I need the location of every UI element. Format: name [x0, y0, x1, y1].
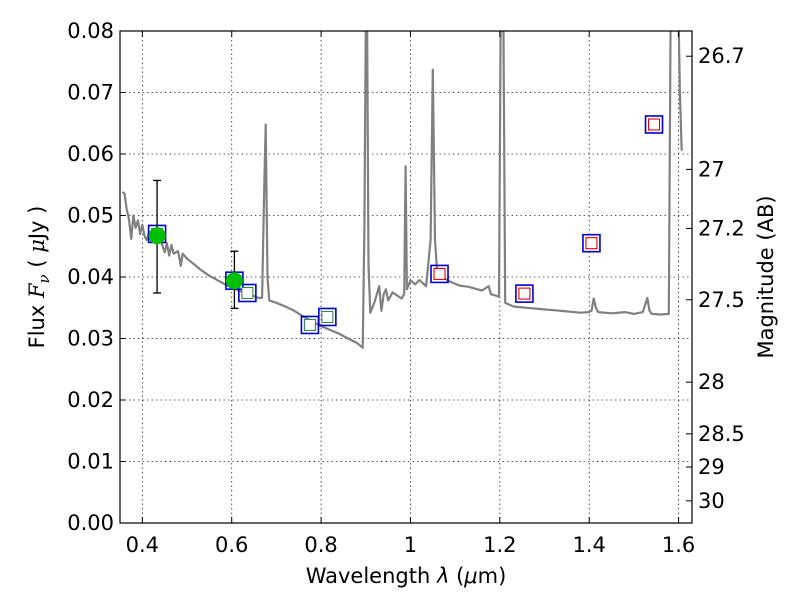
- x-tick-label: 0.8: [304, 533, 337, 557]
- y-tick-label: 0.07: [67, 81, 114, 105]
- y-axis-mu: μ: [25, 239, 49, 253]
- y-tick-label: 0.02: [67, 388, 114, 412]
- y-axis-open-paren: (: [25, 253, 49, 275]
- model-photometry-box: [644, 115, 664, 134]
- y-tick-label: 0.04: [67, 265, 114, 289]
- y-axis-title: Flux Fν ( μJy ): [25, 206, 53, 349]
- magnitude-tick-label: 28: [698, 370, 725, 394]
- magnitude-tick-label: 30: [698, 489, 725, 513]
- magnitude-tick-label: 29: [698, 455, 725, 479]
- model-photometry-inner: [433, 267, 446, 280]
- tick-labels: 0.4 0.6 0.8 1 1.2 1.4 1.6 0.00 0.01 0.02 0.03 0.04 0…: [67, 19, 745, 557]
- y-axis-unit: Jy ): [25, 206, 49, 242]
- grid: [120, 30, 692, 524]
- magnitude-tick-label: 27.5: [698, 288, 745, 312]
- model-photometry-box: [238, 283, 257, 303]
- magnitude-tick-label: 27: [698, 157, 725, 181]
- model-photometry-box: [582, 233, 601, 253]
- x-axis-lambda: λ: [436, 564, 449, 588]
- y-tick-label: 0.05: [67, 204, 114, 228]
- y-tick-label: 0.06: [67, 142, 114, 166]
- model-photometry-inner: [241, 286, 254, 300]
- x-tick-label: 0.4: [126, 533, 159, 557]
- y-tick-label: 0.00: [67, 511, 114, 535]
- model-photometry-box: [515, 284, 534, 303]
- x-tick-label: 0.6: [215, 533, 248, 557]
- x-axis-mu: μ: [463, 564, 477, 588]
- observed-point: [225, 272, 243, 290]
- model-photometry-inner: [303, 318, 316, 332]
- x-axis-unit: m): [478, 564, 507, 588]
- y-axis-f: F: [25, 282, 49, 299]
- x-axis-title: Wavelength λ (μm): [306, 564, 507, 588]
- magnitude-tick-label: 27.2: [698, 216, 745, 240]
- observed-point: [148, 227, 166, 245]
- model-photometry-inner: [647, 118, 661, 131]
- x-axis-title-text: Wavelength: [306, 564, 437, 588]
- y2-axis-title: Magnitude (AB): [754, 195, 778, 358]
- y-axis-title-text: Flux: [25, 298, 49, 348]
- y-tick-label: 0.03: [67, 327, 114, 351]
- ticks: [120, 30, 692, 524]
- x-tick-label: 1.4: [573, 533, 606, 557]
- y-axis-nu: ν: [35, 274, 53, 283]
- model-photometry-inner: [585, 237, 598, 250]
- magnitude-tick-label: 28.5: [698, 422, 745, 446]
- model-photometry-box: [430, 264, 449, 284]
- y-tick-label: 0.08: [67, 19, 114, 43]
- plot-data: [121, 31, 683, 349]
- model-spectrum-line: [121, 31, 683, 349]
- y-tick-label: 0.01: [67, 450, 114, 474]
- model-photometry-box: [318, 307, 337, 327]
- magnitude-tick-label: 26.7: [698, 44, 745, 68]
- model-photometry-inner: [518, 287, 531, 300]
- x-tick-label: 1.2: [483, 533, 516, 557]
- x-tick-label: 1.6: [662, 533, 695, 557]
- x-tick-label: 1: [404, 533, 417, 557]
- model-photometry-inner: [321, 310, 334, 324]
- x-axis-open-paren: (: [449, 564, 464, 588]
